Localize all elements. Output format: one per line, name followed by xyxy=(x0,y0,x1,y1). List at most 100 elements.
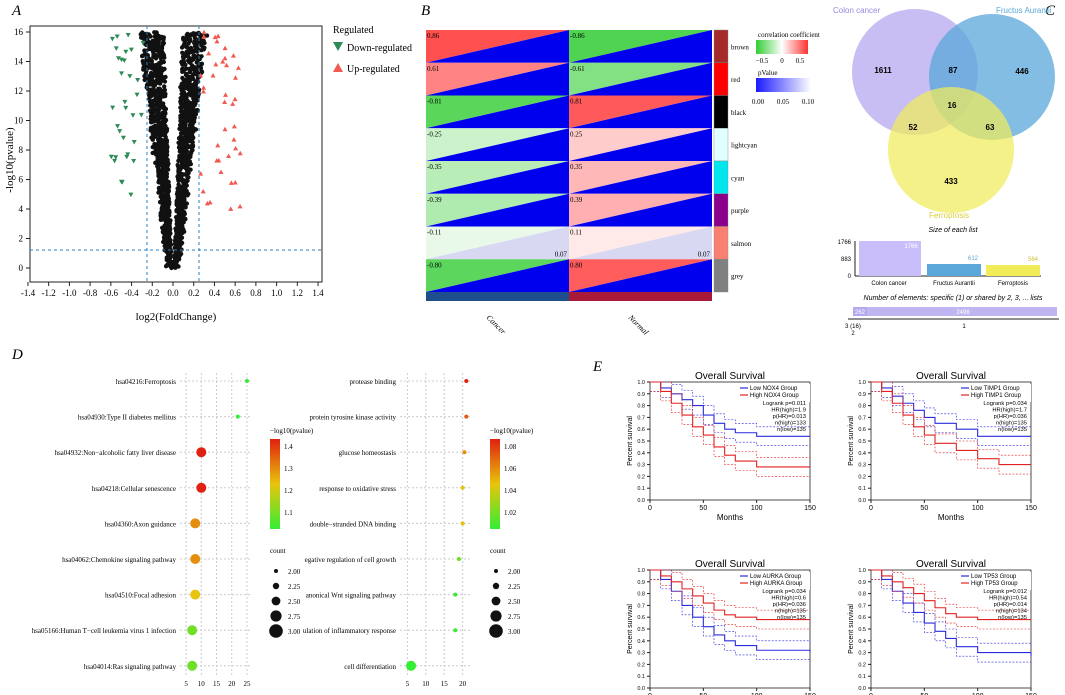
volcano-point-ns xyxy=(186,59,192,64)
legend-cc-tick: 0.5 xyxy=(796,57,805,65)
km-stat: HR(high)=1.9 xyxy=(771,408,806,414)
go-dot-plot: 5 10 15 20 protease binding protein tyrosine … xyxy=(303,373,534,688)
volcano-point-ns xyxy=(180,50,185,55)
volcano-point-ns xyxy=(192,39,197,44)
volcano-point-up xyxy=(232,96,238,102)
km-y-tick-label: 0.7 xyxy=(637,603,645,609)
volcano-point-ns xyxy=(199,54,204,59)
km-title: Overall Survival xyxy=(695,559,765,570)
volcano-point-ns xyxy=(148,76,153,81)
volcano-point-up xyxy=(218,169,224,175)
x-tick-label: 20 xyxy=(228,680,236,688)
term-label: glucose homeostasis xyxy=(339,449,397,457)
volcano-point-ns xyxy=(156,89,161,95)
volcano-point-ns xyxy=(161,224,167,230)
volcano-point-down xyxy=(115,56,121,61)
km-y-tick-label: 0.8 xyxy=(637,592,645,598)
module-swatch xyxy=(713,259,729,293)
legend-up-label: Up-regulated xyxy=(347,64,400,75)
volcano-point-down xyxy=(115,124,121,129)
heat-cc-label: 0.11 xyxy=(570,229,582,237)
volcano-point-ns xyxy=(167,213,172,218)
volcano-point-ns xyxy=(154,31,159,36)
enrichment-dot xyxy=(190,589,201,600)
size-legend-tick: 2.25 xyxy=(288,583,301,591)
volcano-point-ns xyxy=(179,142,184,147)
volcano-point-ns xyxy=(172,265,178,270)
legend-cc-tick: −0.5 xyxy=(756,57,769,65)
x-tick-label: 1.2 xyxy=(292,288,303,298)
heat-p-triangle xyxy=(426,193,569,227)
km-x-label: Months xyxy=(717,513,743,522)
volcano-point-ns xyxy=(148,91,153,97)
km-stat: Logrank p=0.011 xyxy=(763,401,806,407)
volcano-point-ns xyxy=(176,209,181,214)
volcano-point-ns xyxy=(181,37,186,42)
km-ci-upper xyxy=(650,569,811,644)
heat-p-triangle xyxy=(426,62,569,96)
km-stat: HR(high)=0.54 xyxy=(989,596,1028,602)
volcano-point-ns xyxy=(153,56,159,61)
volcano-point-ns xyxy=(164,155,169,161)
volcano-point-down xyxy=(113,155,119,160)
panel-a-volcano: A -1.4 -1.2 -1.0 -0.8 -0.6 -0.4 -0.2 0.0 0.2 0.4 0… xyxy=(4,3,412,323)
size-legend-tick: 2.25 xyxy=(508,583,521,591)
volcano-point-ns xyxy=(184,168,190,173)
volcano-point-ns xyxy=(185,99,190,104)
volcano-point-down xyxy=(127,74,133,79)
km-y-tick-label: 0.8 xyxy=(637,404,645,410)
volcano-point-ns xyxy=(163,117,169,123)
volcano-point-ns xyxy=(152,103,158,109)
km-y-tick-label: 0.0 xyxy=(637,498,645,504)
term-label: hsa05166:Human T−cell leukemia virus 1 i… xyxy=(32,627,177,635)
km-curve-high xyxy=(650,569,810,621)
heat-cc-label: 0.25 xyxy=(570,130,583,138)
volcano-point-ns xyxy=(157,99,163,105)
volcano-point-ns xyxy=(162,55,167,60)
color-legend-bar xyxy=(490,439,500,529)
km-y-tick-label: 0.5 xyxy=(858,439,866,445)
volcano-point-up xyxy=(226,153,232,159)
heat-p-triangle xyxy=(426,128,569,161)
term-label: hsa04014:Ras signaling pathway xyxy=(84,663,177,671)
volcano-point-ns xyxy=(144,41,149,46)
size-legend-dot xyxy=(490,610,502,622)
volcano-point-down xyxy=(131,139,137,145)
km-stat: Logrank p=0.012 xyxy=(983,589,1027,595)
volcano-point-ns xyxy=(186,158,191,163)
module-swatch xyxy=(713,62,729,96)
volcano-point-down xyxy=(135,77,141,83)
volcano-point-ns xyxy=(195,107,200,113)
volcano-point-up xyxy=(228,180,234,185)
volcano-point-ns xyxy=(164,220,169,225)
y-tick-label: 8 xyxy=(19,145,24,155)
enrichment-dot xyxy=(453,592,458,597)
km-y-tick-label: 0.6 xyxy=(637,615,645,621)
volcano-point-ns xyxy=(152,39,158,44)
volcano-point-down xyxy=(134,92,140,98)
heat-p-triangle xyxy=(569,161,712,194)
volcano-point-ns xyxy=(183,205,188,210)
legend-cc-gradient xyxy=(756,40,808,54)
color-legend-title: −log10(pvalue) xyxy=(270,427,314,435)
volcano-point-ns xyxy=(179,135,185,140)
enrichment-dot xyxy=(235,414,240,419)
volcano-point-ns xyxy=(159,66,165,71)
group-label-cancer: Cancer xyxy=(485,313,509,337)
km-y-tick-label: 0.4 xyxy=(637,639,645,645)
size-legend-dot xyxy=(491,596,501,606)
volcano-point-ns xyxy=(157,133,162,138)
volcano-point-ns xyxy=(141,61,146,66)
heat-p-triangle xyxy=(426,226,569,260)
volcano-point-up xyxy=(222,99,228,105)
bar-value: 1766 xyxy=(904,244,918,250)
km-ci-lower xyxy=(650,579,811,663)
volcano-point-down xyxy=(114,34,120,39)
color-legend-tick: 1.04 xyxy=(504,487,517,495)
bar-value: 612 xyxy=(968,256,979,262)
volcano-point-down xyxy=(108,154,114,160)
volcano-point-ns xyxy=(157,51,162,56)
km-ci-upper xyxy=(871,381,1031,428)
volcano-point-ns xyxy=(186,79,192,84)
volcano-point-ns xyxy=(201,38,206,44)
